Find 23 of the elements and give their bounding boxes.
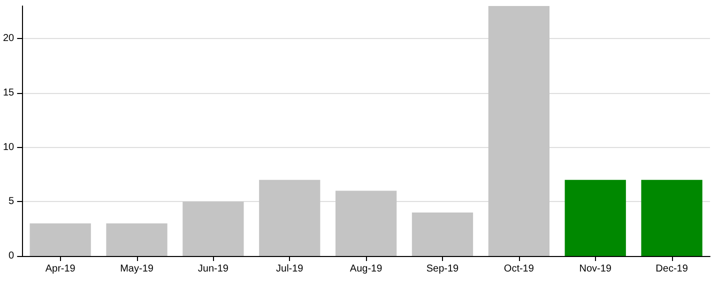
x-tick-label: Oct-19 <box>504 264 534 274</box>
bar <box>488 6 550 256</box>
bar <box>564 180 626 256</box>
bar <box>335 190 397 256</box>
y-tick-label: 15 <box>3 87 15 98</box>
x-tick-label: Aug-19 <box>350 264 383 274</box>
bar <box>641 180 702 256</box>
y-tick-label: 5 <box>8 196 15 208</box>
bar <box>106 223 168 256</box>
bar <box>182 202 244 256</box>
x-tick-label: Jul-19 <box>276 264 304 274</box>
x-tick-label: Nov-19 <box>579 264 612 274</box>
y-tick-label: 20 <box>3 33 15 44</box>
bar <box>259 180 320 256</box>
x-tick-label: Apr-19 <box>45 264 76 274</box>
y-tick-label: 10 <box>3 142 15 153</box>
x-tick-label: Dec-19 <box>656 264 688 274</box>
bar <box>30 223 91 256</box>
y-tick-label: 0 <box>8 250 15 262</box>
x-tick-label: May-19 <box>120 264 154 274</box>
x-tick-label: Sep-19 <box>426 264 460 274</box>
x-tick-label: Jun-19 <box>198 264 229 274</box>
bar <box>412 212 474 256</box>
